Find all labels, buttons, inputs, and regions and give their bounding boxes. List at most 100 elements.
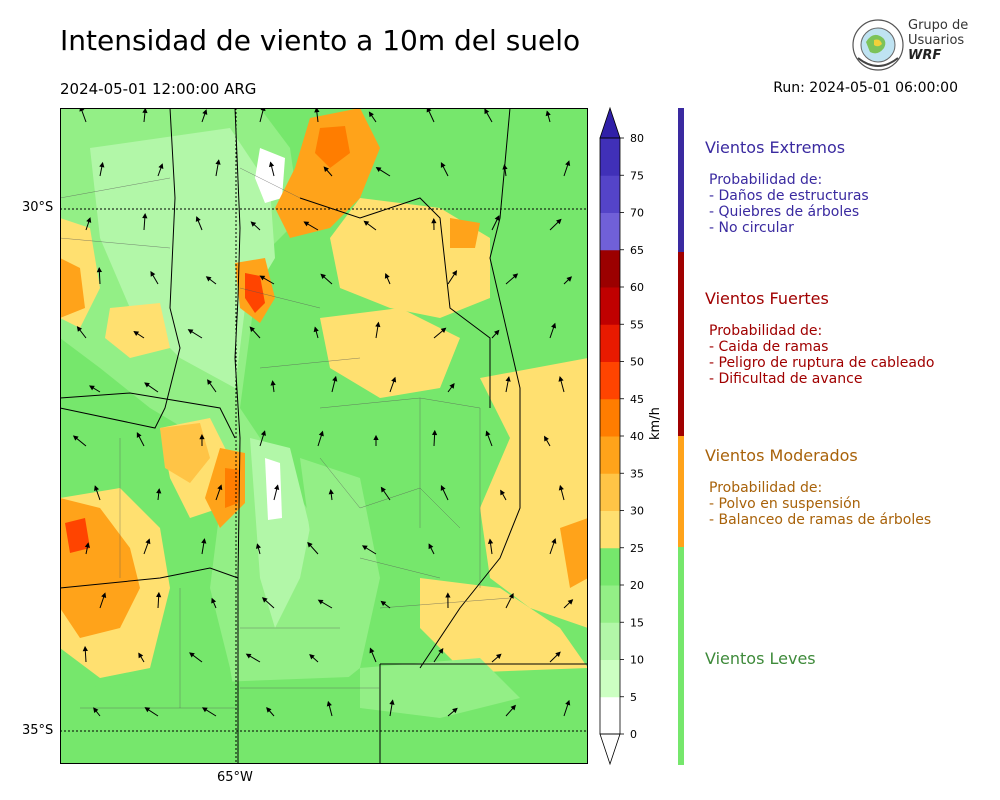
lat-label-35s: 35°S xyxy=(22,723,54,738)
wind-zone-25-east xyxy=(480,358,588,628)
colorbar-tick-label: 65 xyxy=(630,244,644,257)
category-title-leves: Vientos Leves xyxy=(705,649,816,668)
category-line: - Daños de estructuras xyxy=(709,188,869,204)
colorbar-segment xyxy=(600,622,620,660)
wind-zone-45-b xyxy=(225,468,240,508)
wind-arrow-head xyxy=(567,599,574,605)
wind-arrow-head xyxy=(440,327,447,333)
wind-arrow-head xyxy=(158,163,164,169)
wind-arrow-head xyxy=(440,162,446,168)
wind-arrow-head xyxy=(309,653,315,660)
wind-arrow-head xyxy=(495,653,502,659)
colorbar-segment xyxy=(600,361,620,400)
wind-arrow-head xyxy=(307,541,313,548)
colorbar-tick-label: 5 xyxy=(630,691,637,704)
wind-arrow-head xyxy=(82,645,88,652)
category-line: - Balanceo de ramas de árboles xyxy=(709,512,932,528)
wind-arrow-head xyxy=(440,485,446,491)
wind-arrow-head xyxy=(260,430,266,436)
wind-arrow-head xyxy=(544,435,549,442)
border-e xyxy=(419,108,521,669)
border-d xyxy=(299,197,491,408)
logo-line-2: Usuarios xyxy=(908,33,965,48)
category-bar-leves xyxy=(678,547,684,765)
category-line: - Dificultad de avance xyxy=(709,371,863,387)
wind-arrow-head xyxy=(93,707,99,713)
wind-arrow-head xyxy=(133,330,140,336)
wind-arrow-head xyxy=(431,218,437,224)
wind-arrow-head xyxy=(317,599,324,605)
wind-arrow-head xyxy=(389,699,395,705)
colorbar-segment xyxy=(600,659,620,698)
wind-arrow-head xyxy=(249,326,255,332)
wind-arrow-head xyxy=(391,376,397,383)
colorbar-tick-label: 40 xyxy=(630,430,644,443)
wind-arrow-head xyxy=(545,110,551,117)
wind-arrow-head xyxy=(201,707,208,713)
category-title-extremos: Vientos Extremos xyxy=(705,138,846,157)
wind-arrow-head xyxy=(452,707,458,714)
colorbar-segment xyxy=(600,249,620,288)
wind-arrow-head xyxy=(261,597,268,603)
wind-arrow-head xyxy=(558,376,564,382)
logo-laurel xyxy=(857,57,899,67)
wind-arrow-head xyxy=(269,161,275,168)
category-text-fuertes: Probabilidad de: - Caida de ramas - Peli… xyxy=(709,323,934,387)
wind-arrow-head xyxy=(96,266,103,273)
wind-arrow-head xyxy=(323,166,329,172)
wind-arrow-head xyxy=(500,489,506,496)
category-line: - Polvo en suspensión xyxy=(709,496,861,512)
wind-arrow-head xyxy=(384,273,390,279)
colorbar-segment xyxy=(600,138,620,176)
category-title-fuertes: Vientos Fuertes xyxy=(705,289,829,308)
wind-arrow-head xyxy=(142,108,148,114)
colorbar-segments xyxy=(599,106,621,766)
wind-arrow-head xyxy=(332,375,338,382)
colorbar-segment xyxy=(600,175,620,213)
category-line: Probabilidad de: xyxy=(709,323,823,339)
wind-zone-25-w2 xyxy=(105,303,170,358)
lon-label-65w: 65°W xyxy=(217,770,253,785)
lat-label-30s: 30°S xyxy=(22,200,54,215)
wind-zone-25-center xyxy=(320,308,460,398)
wind-zone-50-core xyxy=(245,273,265,313)
colorbar-tick-label: 75 xyxy=(630,169,644,182)
wind-zone-40-ne xyxy=(450,218,480,248)
wind-arrow-head xyxy=(136,432,142,438)
category-line: - No circular xyxy=(709,220,794,236)
colorbar: 0 5 10 15 20 25 30 35 40 45 50 55 60 65 70 75 80 xyxy=(599,106,644,766)
wind-arrows xyxy=(72,108,574,717)
colorbar-segment xyxy=(600,473,620,511)
wind-zone-40-north xyxy=(275,108,380,238)
wind-arrow-head xyxy=(207,379,213,385)
colorbar-segment xyxy=(600,398,620,437)
wind-arrow-head xyxy=(274,484,280,491)
wind-arrow-head xyxy=(195,216,201,222)
logo-globe-swirl xyxy=(874,39,882,47)
wind-arrow-head xyxy=(428,543,434,550)
map-frame xyxy=(60,108,588,764)
colorbar-tick-label: 10 xyxy=(630,654,644,667)
colorbar-tick-label: 55 xyxy=(630,318,644,331)
category-bar-moderados xyxy=(678,436,684,547)
wind-arrow-head xyxy=(314,108,320,113)
wind-arrow-head xyxy=(558,484,564,491)
wind-arrow-head xyxy=(494,215,500,221)
wind-arrow-head xyxy=(373,434,379,441)
wind-arrow-head xyxy=(94,485,100,492)
colorbar-segment xyxy=(600,696,620,735)
wind-arrow-head xyxy=(510,704,516,711)
wind-arrow-head xyxy=(144,707,151,713)
wind-zone-50-west xyxy=(65,518,90,553)
wind-arrow-head xyxy=(326,700,332,707)
wind-arrow-head xyxy=(449,383,455,389)
wind-arrow-head xyxy=(565,160,571,167)
wind-arrow-head xyxy=(438,647,444,654)
border-b xyxy=(60,392,236,439)
colorbar-segment xyxy=(600,585,620,623)
wind-arrow-head xyxy=(452,270,458,276)
wind-arrow-head xyxy=(189,652,195,658)
wind-arrow-head xyxy=(555,651,561,657)
logo-line-1: Grupo de xyxy=(908,18,969,33)
wind-arrow-head xyxy=(566,276,573,282)
